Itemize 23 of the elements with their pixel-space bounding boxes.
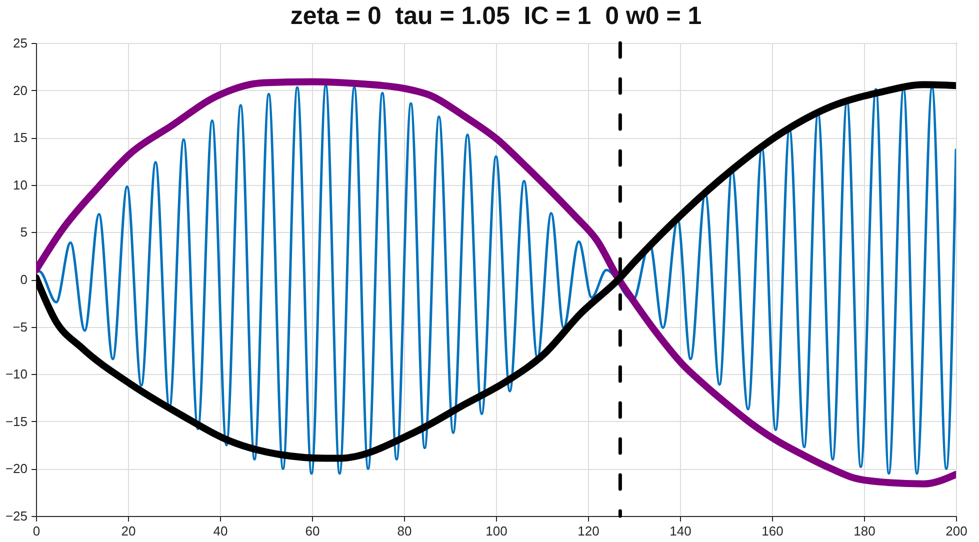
y-tick-label: −25	[5, 508, 28, 524]
x-tick-label: 40	[213, 524, 228, 538]
x-tick-label: 60	[305, 524, 320, 538]
y-tick-label: 5	[20, 224, 28, 240]
y-tick-label: −5	[12, 319, 28, 334]
chart-title: zeta = 0 tau = 1.05 IC = 1 0 w0 = 1	[290, 2, 702, 30]
y-tick-label: −15	[5, 414, 28, 429]
x-tick-label: 140	[670, 524, 692, 538]
x-tick-label: 160	[762, 524, 784, 538]
x-tick-label: 0	[32, 524, 40, 538]
y-tick-label: 10	[13, 177, 28, 192]
y-tick-label: 20	[13, 82, 28, 98]
x-tick-label: 20	[121, 524, 136, 538]
y-tick-label: −10	[5, 366, 28, 382]
y-tick-label: 25	[13, 36, 28, 50]
x-tick-label: 100	[486, 524, 508, 538]
x-tick-label: 180	[854, 524, 876, 538]
y-tick-label: 0	[20, 272, 28, 287]
y-tick-label: −20	[5, 461, 28, 476]
x-tick-label: 200	[946, 524, 968, 538]
x-tick-label: 120	[578, 524, 600, 538]
y-tick-label: 15	[13, 130, 28, 146]
x-tick-label: 80	[397, 524, 412, 538]
